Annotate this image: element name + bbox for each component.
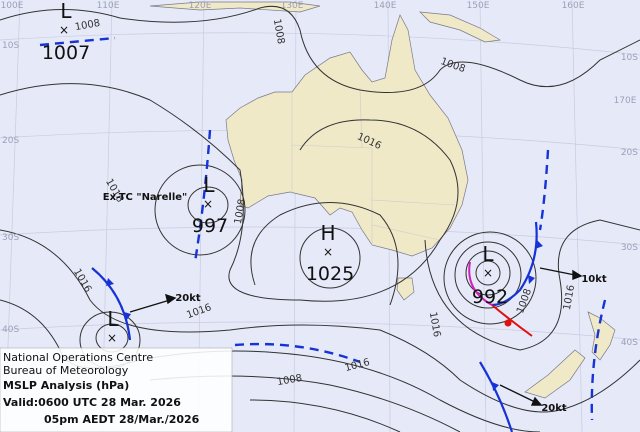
central-pressure: 997 [192,215,228,237]
isobar-label: 1008 [233,198,248,225]
info-box [0,347,233,432]
center-mark: × [483,266,493,280]
center-mark: × [59,23,69,37]
system-kind: L [203,173,215,197]
info-line: Bureau of Meteorology [3,364,129,377]
troughs [39,36,607,421]
annotation: 10kt [581,274,607,285]
central-pressure: 1007 [42,42,90,64]
lon-label: 100E [1,1,24,11]
lon-label: 120E [189,1,212,11]
lon-label: 150E [467,1,490,11]
info-valid: Valid:0600 UTC 28 Mar. 2026 [3,396,181,409]
system-kind: L [60,0,72,23]
lat-label: 20S [621,148,638,158]
lon-label: 160E [562,1,585,11]
system-kind: L [482,242,494,266]
lat-label: 40S [2,325,19,335]
annotation: 20kt [175,293,201,304]
lon-label: 130E [281,1,304,11]
center-mark: × [203,197,213,211]
fronts [91,221,543,432]
state-borders [291,87,456,245]
isobar-label: 1016 [427,311,442,338]
wind-arrows [129,267,583,406]
isobar-label: 1008 [276,373,303,388]
info-local: 05pm AEDT 28/Mar./2026 [44,413,200,426]
lat-label: 30S [621,243,638,253]
annotation: 20kt [541,403,567,414]
lat-label: 30S [2,233,19,243]
isobar-label: 1016 [562,284,577,311]
lat-label: 40S [621,338,638,348]
isobar-label: 1008 [74,18,101,33]
system-kind: H [320,221,335,245]
isobar-label: 1008 [271,18,286,45]
info-line: National Operations Centre [3,351,153,364]
lon-label: 140E [374,1,397,11]
isobars [0,5,640,432]
lat-label: 10S [2,41,19,51]
lat-label: 20S [2,136,19,146]
lon-label: 110E [97,1,120,11]
system-kind: L [107,307,119,331]
info-title: MSLP Analysis (hPa) [3,379,129,392]
central-pressure: 992 [472,286,508,308]
center-mark: × [323,245,333,259]
central-pressure: 1025 [306,263,354,285]
annotation: Ex-TC "Narelle" [103,192,188,203]
center-mark: × [107,331,117,345]
lon-label: 170E [614,96,637,106]
lat-label: 10S [621,53,638,63]
